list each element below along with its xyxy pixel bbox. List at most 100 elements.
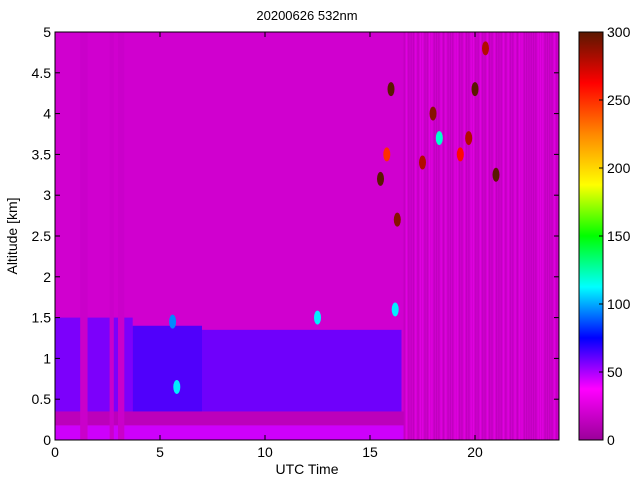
cloud-feature xyxy=(471,82,479,97)
streak-line xyxy=(412,32,415,440)
streak-line xyxy=(507,32,509,440)
streak-line xyxy=(433,32,435,440)
streak-line xyxy=(498,32,500,440)
streak-line xyxy=(415,32,417,440)
streak-line xyxy=(403,32,405,440)
streak-line xyxy=(530,32,532,440)
streak-line xyxy=(424,32,426,440)
chart-title: 20200626 532nm xyxy=(256,8,357,23)
y-tick-label: 0.5 xyxy=(32,391,52,407)
colorbar-tick-label: 0 xyxy=(607,432,615,448)
x-tick-label: 15 xyxy=(362,444,378,460)
streak-line xyxy=(475,32,477,440)
cloud-features xyxy=(169,41,500,394)
streak-line xyxy=(514,32,516,440)
y-tick-label: 2 xyxy=(43,269,51,285)
streak-line xyxy=(505,32,507,440)
colorbar-tick-label: 50 xyxy=(607,364,623,380)
colorbar-tick-label: 250 xyxy=(607,92,631,108)
cloud-feature xyxy=(314,310,321,325)
backscatter-layer xyxy=(55,425,404,440)
backscatter-layer xyxy=(55,411,404,426)
streak-line xyxy=(542,32,544,440)
cloud-feature xyxy=(377,171,384,186)
y-tick-label: 3.5 xyxy=(32,146,52,162)
streak-line xyxy=(431,32,433,440)
cloud-feature xyxy=(383,147,391,162)
streak-line xyxy=(482,32,484,440)
streak-line xyxy=(461,32,463,440)
y-tick-label: 1 xyxy=(43,350,51,366)
streak-line xyxy=(516,32,518,440)
streak-line xyxy=(442,32,445,440)
streak-line xyxy=(456,32,458,440)
streak-line xyxy=(502,32,505,440)
streak-line xyxy=(408,32,410,440)
cloud-feature xyxy=(419,155,426,170)
cloud-feature xyxy=(173,379,181,394)
x-tick-label: 20 xyxy=(467,444,483,460)
gap-column xyxy=(118,32,125,440)
cloud-feature xyxy=(482,41,489,56)
x-tick-label: 10 xyxy=(257,444,273,460)
streak-line xyxy=(519,32,521,440)
gap-column xyxy=(109,32,114,440)
streak-line xyxy=(477,32,479,440)
cloud-feature xyxy=(435,131,443,146)
streak-line xyxy=(410,32,412,440)
streak-line xyxy=(465,32,468,440)
colorbar-tick-label: 150 xyxy=(607,228,631,244)
streak-line xyxy=(470,32,472,440)
y-tick-label: 4.5 xyxy=(32,65,52,81)
backscatter-layers xyxy=(55,317,404,440)
streak-line xyxy=(512,32,514,440)
cloud-feature xyxy=(492,167,500,182)
cloud-feature xyxy=(429,106,437,121)
streak-line xyxy=(422,32,424,440)
cloud-feature xyxy=(387,82,395,97)
streak-line xyxy=(447,32,449,440)
cloud-feature xyxy=(465,131,473,146)
streak-line xyxy=(500,32,502,440)
x-axis: 0 5 10 15 20 xyxy=(51,32,483,460)
streak-line xyxy=(489,32,491,440)
x-tick-label: 0 xyxy=(51,444,59,460)
y-axis: 0 0.5 1 1.5 2 2.5 3 3.5 4 4.5 5 xyxy=(32,24,559,448)
cloud-feature xyxy=(391,302,399,317)
streak-line xyxy=(405,32,408,440)
streak-line xyxy=(521,32,523,440)
streak-line xyxy=(532,32,535,440)
streak-line xyxy=(509,32,512,440)
streak-line xyxy=(544,32,546,440)
streak-line xyxy=(496,32,498,440)
streak-line xyxy=(528,32,530,440)
streak-line xyxy=(535,32,537,440)
streak-line xyxy=(526,32,528,440)
streak-line xyxy=(449,32,451,440)
streak-line xyxy=(429,32,431,440)
cloud-feature xyxy=(456,147,464,162)
colorbar: 0 50 100 150 200 250 300 xyxy=(578,24,631,448)
streak-line xyxy=(417,32,419,440)
streak-line xyxy=(493,32,495,440)
y-tick-label: 0 xyxy=(43,432,51,448)
colorbar-tick-label: 100 xyxy=(607,296,631,312)
streak-line xyxy=(452,32,454,440)
x-axis-label: UTC Time xyxy=(276,461,339,477)
streak-line xyxy=(445,32,447,440)
streak-line xyxy=(419,32,421,440)
colorbar-tick-label: 200 xyxy=(607,160,631,176)
y-tick-label: 4 xyxy=(43,106,51,122)
x-tick-label: 5 xyxy=(156,444,164,460)
plot-area xyxy=(55,32,559,440)
cloud-feature xyxy=(393,212,401,227)
streak-line xyxy=(486,32,488,440)
streak-line xyxy=(539,32,542,440)
streak-line xyxy=(426,32,428,440)
streak-line xyxy=(468,32,470,440)
streak-line xyxy=(484,32,486,440)
streak-line xyxy=(454,32,456,440)
streak-line xyxy=(491,32,493,440)
signal-gap-columns xyxy=(80,32,125,440)
backscatter-layer xyxy=(132,325,202,412)
